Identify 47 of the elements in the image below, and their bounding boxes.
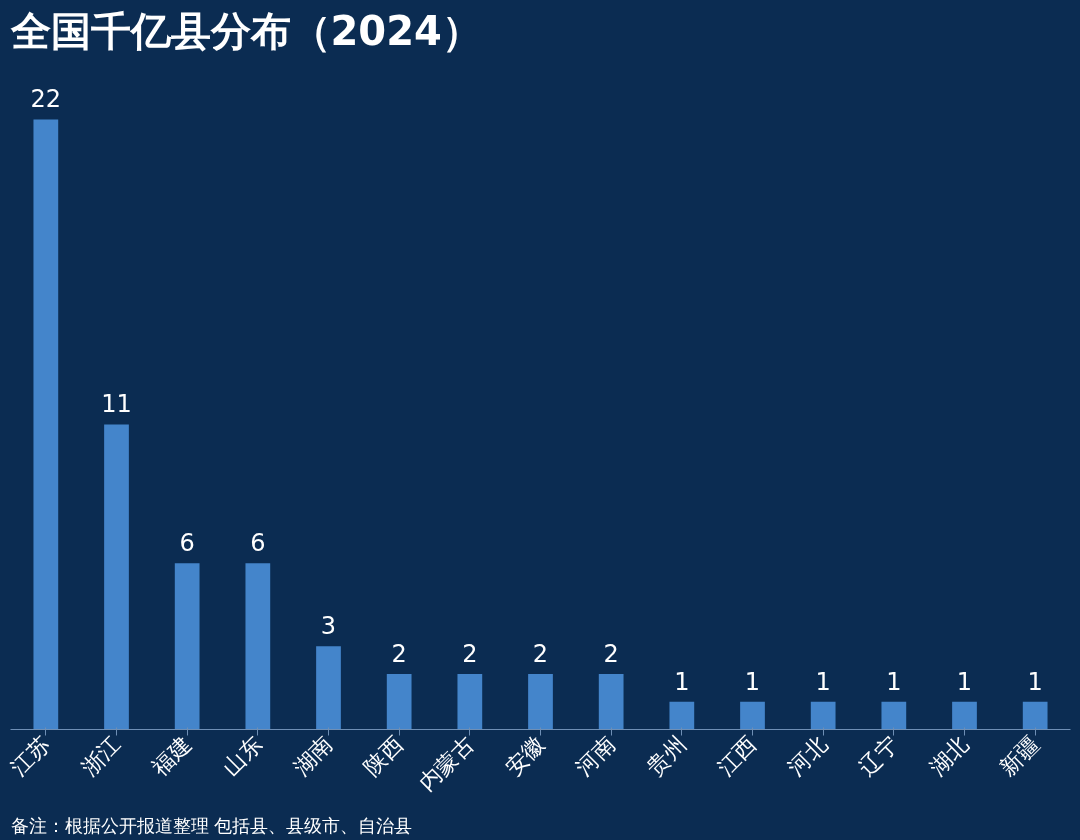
x-tick-label: 河南	[571, 731, 621, 781]
x-tick-label: 浙江	[76, 731, 126, 781]
data-label: 1	[674, 667, 690, 696]
data-label: 11	[101, 390, 132, 419]
bar	[810, 701, 836, 730]
bar	[33, 119, 59, 730]
bar	[952, 701, 977, 730]
data-label: 1	[815, 667, 831, 696]
x-tick-label: 山东	[217, 731, 267, 781]
text: 备注：根据公开报道整理 包括县、县级市、自治县	[10, 814, 413, 836]
bar	[528, 674, 553, 730]
chart-title: 全国千亿县分布（2024）	[9, 7, 482, 54]
data-label: 1	[744, 667, 761, 696]
x-tick-label: 河北	[783, 731, 833, 781]
bar	[174, 563, 200, 730]
x-tick-label: 贵州	[641, 731, 691, 781]
data-label: 6	[250, 528, 266, 557]
x-tick-label: 陕西	[359, 731, 409, 781]
bar	[881, 701, 907, 730]
bar	[1022, 701, 1048, 730]
data-label: 1	[1027, 667, 1043, 696]
data-label: 22	[30, 85, 62, 114]
x-tick-label: 江苏	[5, 731, 55, 781]
data-label: 1	[886, 667, 902, 696]
data-label: 2	[532, 639, 549, 668]
x-tick-label: 新疆	[995, 731, 1045, 781]
bar	[316, 646, 341, 730]
x-tick-label: 湖北	[924, 731, 974, 781]
bar	[740, 701, 765, 730]
x-tick-label: 福建	[147, 731, 197, 781]
data-label: 1	[956, 667, 973, 696]
bar	[669, 701, 695, 730]
bar	[598, 674, 624, 730]
x-tick-label: 内蒙古	[414, 731, 479, 797]
x-tick-label: 江西	[712, 731, 762, 781]
bar	[457, 674, 483, 730]
data-label: 3	[320, 612, 337, 641]
bar	[386, 674, 412, 730]
data-label: 2	[391, 639, 407, 668]
bar	[104, 424, 129, 730]
data-label: 2	[462, 639, 478, 668]
x-tick-label: 辽宁	[853, 731, 903, 781]
x-tick-label: 安徽	[500, 731, 550, 781]
x-tick-label: 湖南	[288, 731, 338, 781]
bar	[245, 563, 271, 730]
data-label: 2	[603, 639, 619, 668]
data-label: 6	[179, 528, 195, 557]
